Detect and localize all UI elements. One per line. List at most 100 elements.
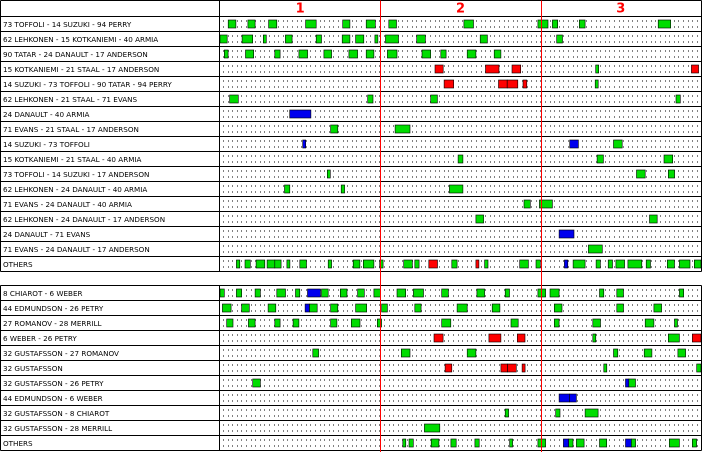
dot: [637, 221, 638, 223]
dot: [600, 116, 601, 118]
dot: [623, 215, 624, 217]
dot: [476, 56, 477, 58]
dot: [527, 110, 528, 112]
dot: [435, 125, 436, 127]
dot: [591, 334, 592, 336]
dot: [591, 289, 592, 291]
dot: [504, 266, 505, 268]
dot: [522, 26, 523, 28]
dot: [228, 364, 229, 366]
dot: [223, 71, 224, 73]
dot: [490, 86, 491, 88]
dot: [651, 230, 652, 232]
dot: [614, 334, 615, 336]
dot: [499, 370, 500, 372]
dot: [665, 325, 666, 327]
dot: [646, 176, 647, 178]
dot: [527, 334, 528, 336]
dot: [246, 146, 247, 148]
dot: [278, 251, 279, 253]
dot: [609, 325, 610, 327]
dot: [435, 349, 436, 351]
dot: [297, 140, 298, 142]
dot: [563, 355, 564, 357]
dot: [228, 340, 229, 342]
dot: [536, 334, 537, 336]
dot: [582, 355, 583, 357]
dot: [274, 86, 275, 88]
dot: [384, 349, 385, 351]
dot: [384, 221, 385, 223]
dot: [545, 131, 546, 133]
dot: [642, 35, 643, 37]
dot: [485, 295, 486, 297]
dot: [651, 295, 652, 297]
dot: [577, 334, 578, 336]
dot: [287, 364, 288, 366]
dot: [333, 251, 334, 253]
dot: [605, 289, 606, 291]
dot: [476, 35, 477, 37]
dot: [448, 116, 449, 118]
dot: [324, 340, 325, 342]
dot: [251, 215, 252, 217]
dot: [554, 86, 555, 88]
dot: [301, 295, 302, 297]
dot: [324, 206, 325, 208]
dot: [343, 304, 344, 306]
dot: [393, 340, 394, 342]
dot: [389, 355, 390, 357]
dot: [324, 65, 325, 67]
dot: [550, 170, 551, 172]
dot: [278, 41, 279, 43]
dot: [310, 236, 311, 238]
dot: [407, 245, 408, 247]
dot: [678, 260, 679, 262]
dot: [320, 251, 321, 253]
dot: [596, 206, 597, 208]
dot: [393, 86, 394, 88]
dot: [655, 95, 656, 97]
dot: [651, 86, 652, 88]
dot: [614, 340, 615, 342]
dot: [375, 355, 376, 357]
dot: [504, 170, 505, 172]
dot: [260, 236, 261, 238]
dot: [536, 251, 537, 253]
dot: [255, 110, 256, 112]
dot: [251, 71, 252, 73]
dot: [384, 20, 385, 22]
dot: [384, 185, 385, 187]
dot: [435, 161, 436, 163]
dot: [517, 215, 518, 217]
dot: [425, 116, 426, 118]
dot: [563, 80, 564, 82]
dot: [389, 155, 390, 157]
dot: [554, 80, 555, 82]
dot: [485, 131, 486, 133]
dot: [642, 116, 643, 118]
dot: [347, 191, 348, 193]
dot: [407, 50, 408, 52]
dot: [481, 95, 482, 97]
dot: [274, 221, 275, 223]
dot: [361, 340, 362, 342]
dot: [540, 80, 541, 82]
dot: [306, 185, 307, 187]
dot: [260, 65, 261, 67]
dot: [522, 349, 523, 351]
dot: [550, 191, 551, 193]
dot: [646, 251, 647, 253]
dot: [361, 200, 362, 202]
dot: [439, 260, 440, 262]
dot: [485, 325, 486, 327]
dot: [343, 215, 344, 217]
dot: [619, 131, 620, 133]
dot: [425, 260, 426, 262]
dot: [389, 266, 390, 268]
dot: [508, 161, 509, 163]
dot: [425, 170, 426, 172]
dot: [467, 140, 468, 142]
dot: [527, 86, 528, 88]
